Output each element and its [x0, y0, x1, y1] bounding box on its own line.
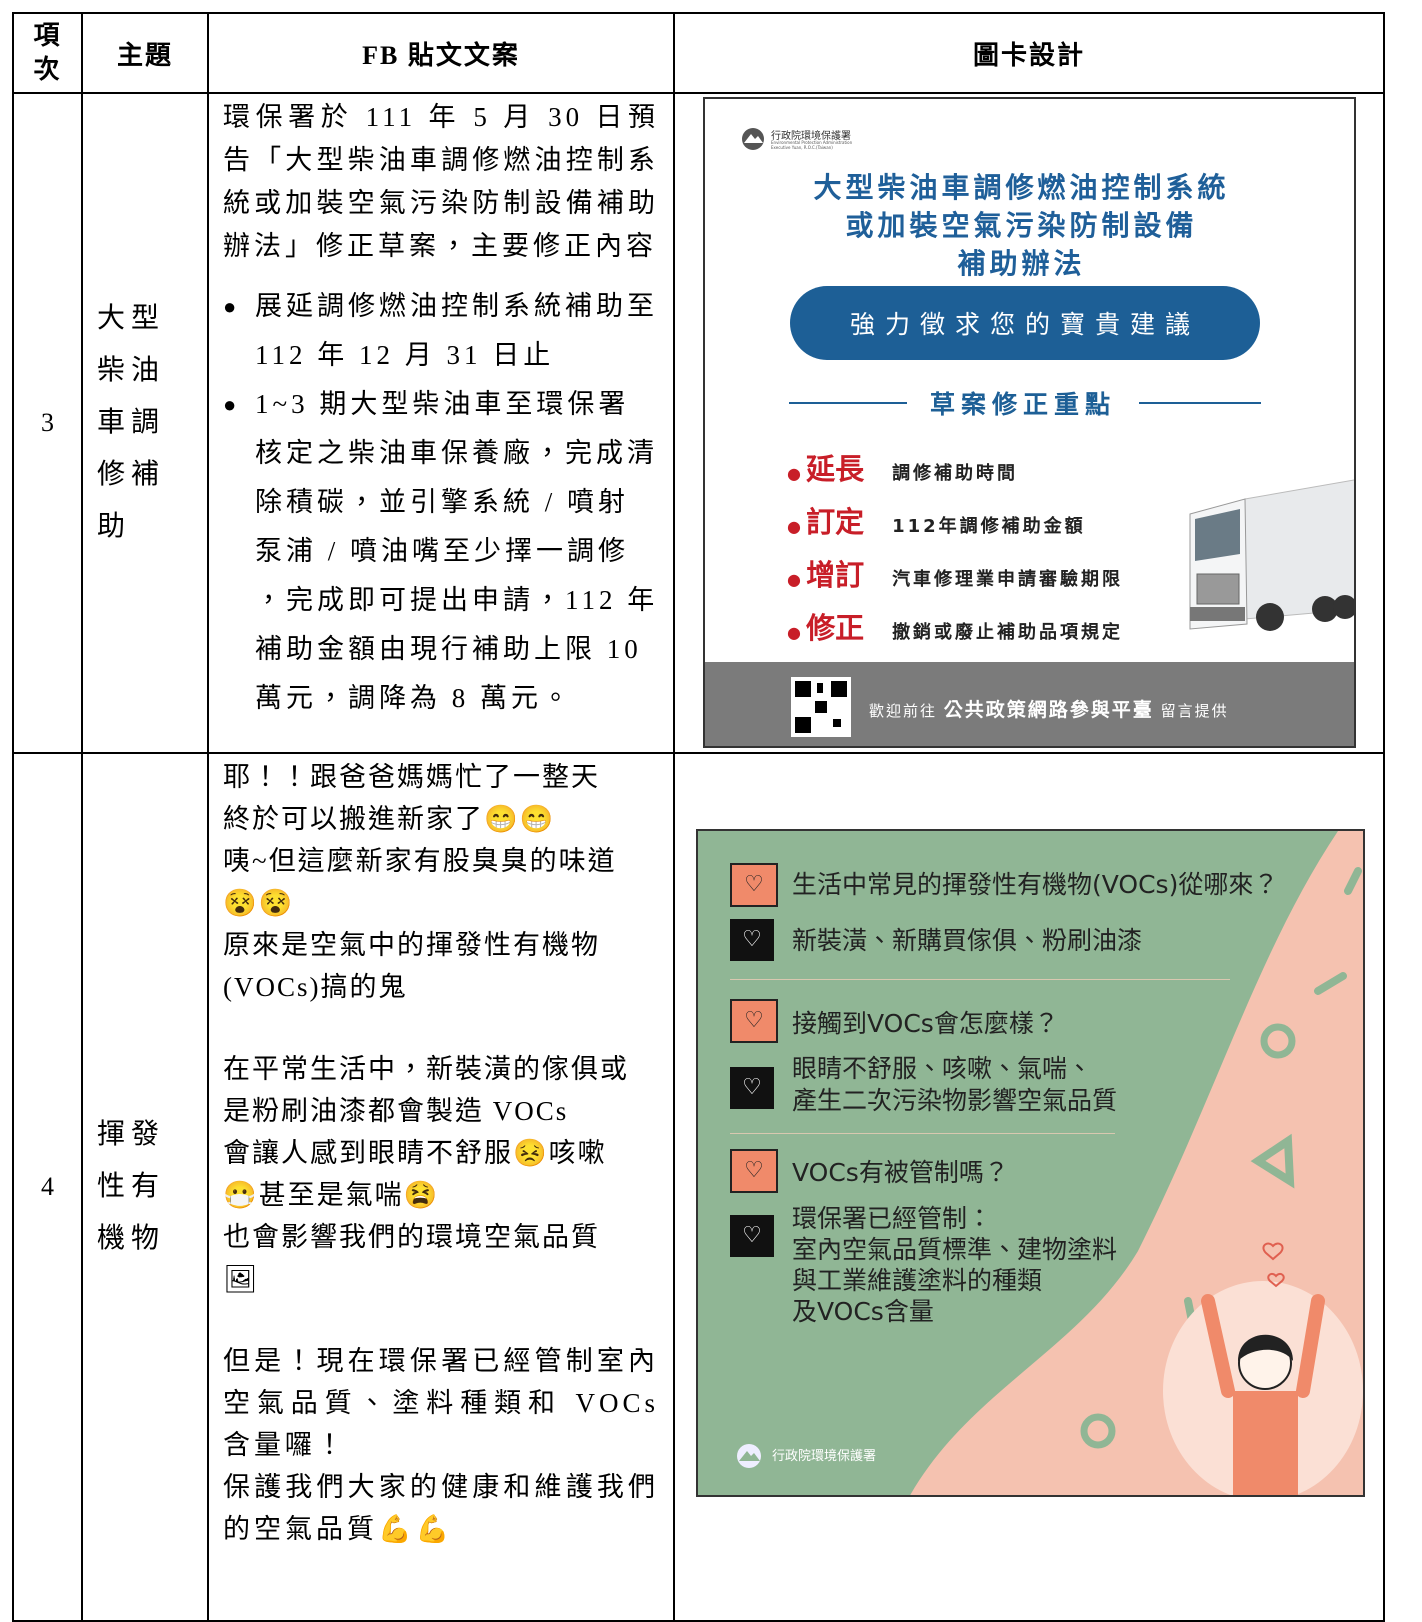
post-cell: 環保署於 111 年 5 月 30 日預告「大型柴油車調修燃油控制系統或加裝空氣…: [207, 92, 675, 754]
answer-line: 環保署已經管制：: [792, 1204, 993, 1233]
logo: [742, 128, 764, 150]
post-line: 咦~但這麼新家有股臭臭的味道: [223, 846, 617, 876]
point-key: 修正: [806, 611, 865, 645]
answer-line: 室內空氣品質標準、建物塗料: [792, 1235, 1118, 1264]
footer-part: 公共政策網路參與平臺: [943, 699, 1154, 721]
post-cell: 耶！！跟爸爸媽媽忙了一整天 終於可以搬進新家了😁😁 咦~但這麼新家有股臭臭的味道…: [207, 752, 675, 1622]
points: ● 延長 調修補助時間 ● 訂定 112年調修補助金額 ● 增訂 汽車修理業申請審驗期…: [787, 445, 1123, 657]
point: ● 延長 調修補助時間: [787, 445, 1123, 498]
image-card: ♡ 生活中常見的揮發性有機物(VOCs)從哪來？ ♡ 新裝潢、新購買傢俱、粉刷油…: [696, 829, 1365, 1497]
card-title: 大型柴油車調修燃油控制系統 或加裝空氣污染防制設備 補助辦法: [705, 169, 1338, 283]
answer-line: 及VOCs含量: [792, 1297, 934, 1326]
point-text: 112年調修補助金額: [892, 516, 1086, 537]
answer-line: 眼睛不舒服、咳嗽、氣喘、: [792, 1054, 1093, 1083]
question-icon: ♡: [730, 1149, 778, 1193]
bullet-text: 1~3 期大型柴油車至環保署核定之柴油車保養廠，完成清除積碳，並引擎系統 / 噴…: [255, 389, 659, 713]
section-title: 草案修正重點: [929, 390, 1116, 419]
post-line: 會讓人感到眼睛不舒服😣咳嗽: [223, 1138, 607, 1168]
bullet: ● 展延調修燃油控制系統補助至 112 年 12 月 31 日止: [223, 282, 659, 380]
title-line: 補助辦法: [957, 247, 1086, 280]
cta-button: 強力徵求您的寶貴建議: [790, 286, 1260, 360]
divider: [730, 1133, 1115, 1134]
post-line: 😷甚至是氣喘😫: [223, 1180, 440, 1210]
point-text: 撤銷或廢止補助品項規定: [892, 622, 1124, 643]
paragraph: 耶！！跟爸爸媽媽忙了一整天 終於可以搬進新家了😁😁 咦~但這麼新家有股臭臭的味道…: [223, 756, 659, 1008]
bullet: ● 1~3 期大型柴油車至環保署核定之柴油車保養廠，完成清除積碳，並引擎系統 / …: [223, 380, 659, 723]
topic-cell: 揮發性有機物: [81, 752, 209, 1622]
header-text: FB 貼文文案: [362, 40, 520, 70]
item-number: 3: [41, 408, 54, 437]
agency-en: Executive Yuan, R.O.C.(Taiwan): [771, 145, 833, 150]
post-line: 原來是空氣中的揮發性有機物: [223, 930, 600, 960]
header-cell: 圖卡設計: [673, 12, 1385, 94]
answer-line: 與工業維護塗料的種類: [792, 1266, 1043, 1295]
answer: 新裝潢、新購買傢俱、粉刷油漆: [792, 926, 1143, 955]
post-line: 😵😵: [223, 888, 295, 918]
point-key: 增訂: [806, 558, 865, 592]
bullet-text: 展延調修燃油控制系統補助至 112 年 12 月 31 日止: [255, 291, 658, 370]
point-text: 調修補助時間: [892, 463, 1019, 484]
point: ● 修正 撤銷或廢止補助品項規定: [787, 604, 1123, 657]
item-cell: 4: [12, 752, 83, 1622]
post-line: 保護我們大家的健康和維護我們的空氣品質💪💪: [223, 1472, 659, 1544]
cta-text: 強力徵求您的寶貴建議: [849, 310, 1200, 339]
post-line: 但是！現在環保署已經管制室內空氣品質、塗料種類和 VOCs 含量囉！: [223, 1346, 659, 1460]
post-line: 是粉刷油漆都會製造 VOCs: [223, 1096, 569, 1126]
qr-code: [791, 677, 851, 737]
answer-icon: ♡: [730, 1067, 774, 1109]
background-art: [910, 831, 1363, 1495]
question: 接觸到VOCs會怎麼樣？: [792, 1009, 1059, 1038]
item-cell: 3: [12, 92, 83, 754]
post-line: 耶！！跟爸爸媽媽忙了一整天: [223, 762, 600, 792]
post-line: 在平常生活中，新裝潢的傢俱或: [223, 1054, 629, 1084]
title-line: 或加裝空氣污染防制設備: [845, 209, 1198, 242]
header-cell: FB 貼文文案: [207, 12, 675, 94]
question: VOCs有被管制嗎？: [792, 1158, 1009, 1187]
point-key: 訂定: [806, 505, 865, 539]
answer-icon: ♡: [730, 1215, 774, 1257]
point-key: 延長: [806, 452, 865, 486]
post-line: 也會影響我們的環境空氣品質: [223, 1222, 600, 1252]
agency-en: Environmental Protection Administration: [771, 140, 853, 145]
post-line: 🖼: [223, 1264, 260, 1294]
paragraph: 但是！現在環保署已經管制室內空氣品質、塗料種類和 VOCs 含量囉！ 保護我們大…: [223, 1340, 659, 1550]
topic-text: 大型柴油車調修補助: [97, 303, 166, 542]
point-text: 汽車修理業申請審驗期限: [892, 569, 1124, 590]
paragraph: 在平常生活中，新裝潢的傢俱或 是粉刷油漆都會製造 VOCs 會讓人感到眼睛不舒服…: [223, 1048, 659, 1300]
point: ● 增訂 汽車修理業申請審驗期限: [787, 551, 1123, 604]
header-text: 主題: [116, 40, 173, 70]
post-intro: 環保署於 111 年 5 月 30 日預告「大型柴油車調修燃油控制系統或加裝空氣…: [223, 102, 659, 261]
answer-line: 產生二次污染物影響空氣品質: [792, 1086, 1118, 1115]
header-cell: 主題: [81, 12, 209, 94]
header-cell: 項次: [12, 12, 83, 94]
item-number: 4: [41, 1172, 54, 1201]
answer: 環保署已經管制： 室內空氣品質標準、建物塗料 與工業維護塗料的種類 及VOCs含量: [792, 1203, 1117, 1327]
agency: 行政院環境保護署: [771, 131, 851, 142]
logo: [737, 1444, 761, 1468]
question-icon: ♡: [730, 863, 778, 907]
image-card: 行政院環境保護署 Environmental Protection Admini…: [703, 97, 1356, 748]
question: 生活中常見的揮發性有機物(VOCs)從哪來？: [792, 870, 1279, 899]
divider: [789, 402, 907, 404]
answer-icon: ♡: [730, 919, 774, 961]
divider: [730, 979, 1230, 980]
topic-text: 揮發性有機物: [97, 1119, 166, 1254]
question-icon: ♡: [730, 999, 778, 1043]
truck-illustration: [1189, 479, 1354, 631]
footer-part: 留言提供: [1160, 702, 1229, 720]
agency: 行政院環境保護署: [772, 1449, 877, 1464]
header-text: 圖卡設計: [972, 40, 1085, 70]
answer: 眼睛不舒服、咳嗽、氣喘、 產生二次污染物影響空氣品質: [792, 1053, 1117, 1117]
post-line: (VOCs)搞的鬼: [223, 972, 408, 1002]
footer-part: 歡迎前往: [869, 702, 938, 720]
footer-text: 歡迎前往 公共政策網路參與平臺 留言提供: [869, 695, 1229, 722]
header-text: 項次: [33, 21, 62, 84]
divider: [1139, 402, 1261, 404]
topic-cell: 大型柴油車調修補助: [81, 92, 209, 754]
point: ● 訂定 112年調修補助金額: [787, 498, 1123, 551]
post-line: 終於可以搬進新家了😁😁: [223, 804, 556, 834]
title-line: 大型柴油車調修燃油控制系統: [813, 171, 1230, 204]
